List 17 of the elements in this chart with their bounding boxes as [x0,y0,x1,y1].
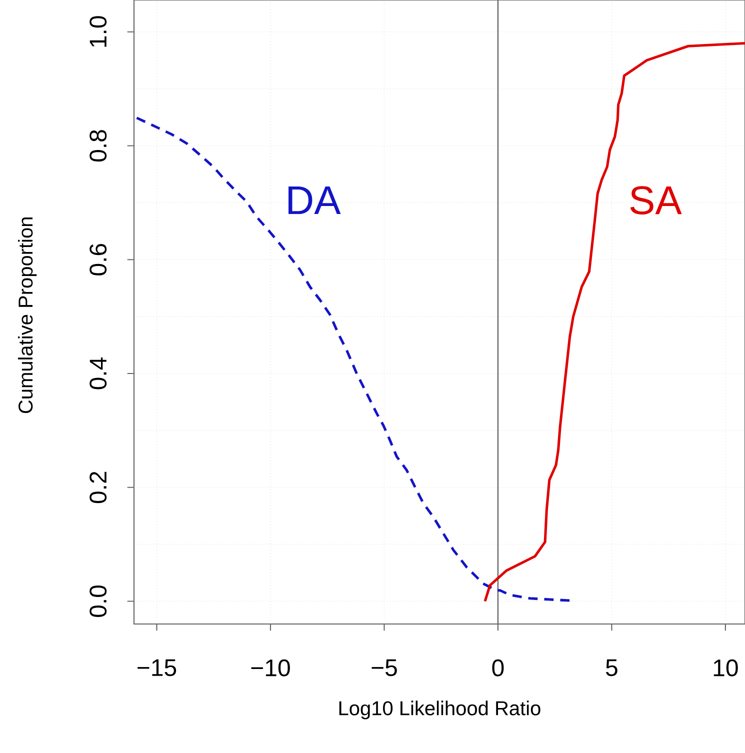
y-tick-label: 0.8 [90,130,107,162]
series-label: DA [288,186,341,214]
y-tick-label: 0.0 [90,585,107,617]
y-tick-label: 0.6 [90,244,107,276]
x-tick-label: 0 [492,659,504,676]
series-label: SA [630,186,682,214]
y-tick-label: 1.0 [90,16,107,47]
x-axis-title: Log10 Likelihood Ratio [339,700,540,720]
y-tick-label: 0.2 [90,472,107,504]
x-tick-label: −15 [138,659,176,676]
x-tick-label: 10 [714,659,738,676]
y-axis-title: Cumulative Proportion [18,218,37,414]
y-tick-label: 0.4 [90,358,107,390]
line-series [484,42,745,602]
x-tick-label: 5 [606,659,618,676]
x-tick-label: −10 [251,659,290,676]
x-tick-label: −5 [372,659,397,676]
